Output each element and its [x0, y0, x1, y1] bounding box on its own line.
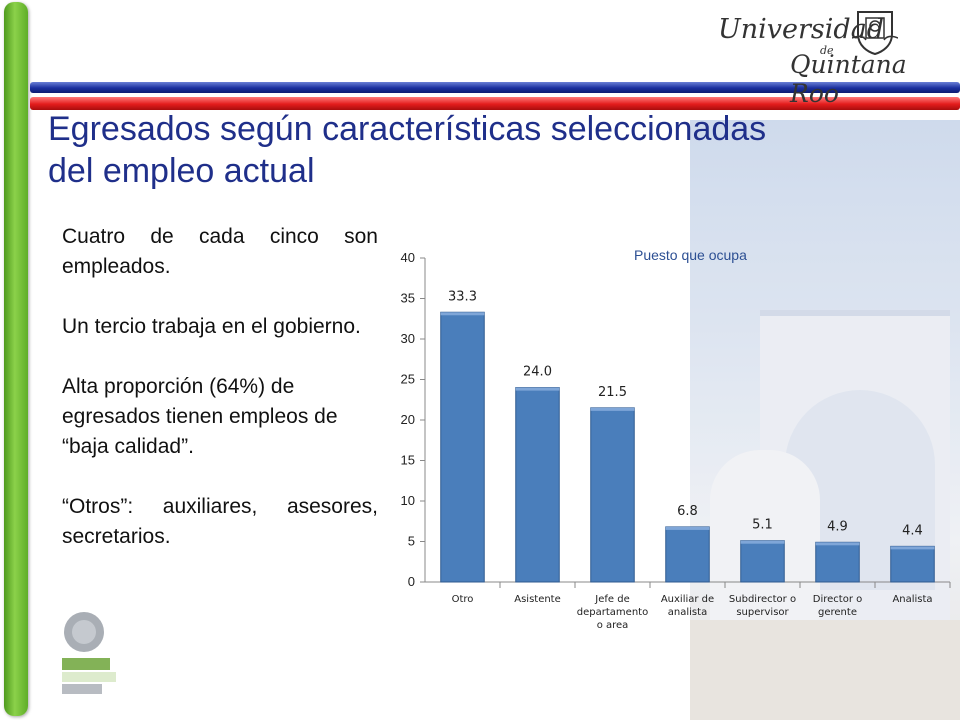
y-tick-label: 5 — [408, 534, 415, 549]
category-label: Auxiliar de analista — [661, 594, 714, 618]
chart-title: Puesto que ocupa — [634, 247, 747, 263]
category-label-line: Jefe de — [594, 594, 629, 605]
bar — [515, 387, 560, 583]
campus-photo-backdrop — [690, 120, 960, 720]
bar-highlight — [590, 407, 635, 411]
page-title-line1: Egresados según características seleccio… — [48, 110, 767, 148]
bar-highlight — [515, 387, 560, 391]
category-label: Otro — [452, 594, 474, 605]
bar — [740, 540, 785, 583]
bar-value-label: 6.8 — [677, 504, 698, 519]
category-label: Director o gerente — [813, 594, 862, 618]
university-seal-icon — [852, 11, 898, 56]
bar-value-label: 5.1 — [752, 518, 773, 533]
category-label-line: Director o — [813, 594, 862, 605]
y-tick-label: 35 — [401, 291, 415, 306]
category-label-line: supervisor — [736, 607, 789, 618]
category-label: Analista — [892, 594, 932, 605]
bar — [665, 526, 710, 583]
y-tick-label: 15 — [401, 453, 415, 468]
bar-highlight — [665, 526, 710, 530]
category-label-line: Analista — [892, 594, 932, 605]
category-label-line: o area — [597, 620, 629, 631]
bar-highlight — [890, 546, 935, 550]
red-header-line — [30, 97, 960, 110]
bar-value-label: 33.3 — [448, 289, 477, 304]
y-tick-label: 30 — [401, 331, 415, 346]
ground-shape — [690, 620, 960, 720]
green-side-bar — [4, 2, 28, 716]
category-label: Asistente — [514, 594, 561, 605]
bar — [440, 311, 485, 583]
bar-highlight — [440, 312, 485, 316]
bar — [815, 541, 860, 583]
category-label-line: gerente — [818, 607, 857, 618]
bar-value-label: 4.9 — [827, 519, 848, 534]
y-tick-label: 40 — [401, 250, 415, 265]
bar-value-label: 21.5 — [598, 385, 627, 400]
category-label-line: Asistente — [514, 594, 561, 605]
category-label-line: Otro — [452, 594, 474, 605]
bar-value-label: 4.4 — [902, 523, 923, 538]
university-logo: Universidad de Quintana Roo — [712, 6, 947, 108]
chart-puesto-que-ocupa: Puesto que ocupa 0 5 10 15 20 25 30 35 40 33.3 Otr… — [380, 240, 960, 650]
summary-text: Cuatro de cada cinco son empleados. Un t… — [62, 222, 378, 552]
category-label-line: analista — [668, 607, 707, 618]
category-label-line: Auxiliar de — [661, 594, 714, 605]
y-tick-label: 0 — [408, 574, 415, 589]
logo-word-quintana-roo: Quintana Roo — [790, 50, 907, 108]
summary-paragraph-4: “Otros”: auxiliares, asesores, secretari… — [62, 495, 378, 548]
page-title: Egresados según características seleccio… — [48, 108, 908, 192]
y-tick-label: 25 — [401, 372, 415, 387]
bar — [590, 407, 635, 583]
page-title-line2: del empleo actual — [48, 152, 315, 190]
bar-highlight — [815, 542, 860, 546]
logo-word-universidad: Universidad — [718, 14, 885, 45]
category-label-line: Subdirector o — [729, 594, 796, 605]
bar-value-label: 24.0 — [523, 365, 552, 380]
dome-shape — [710, 450, 820, 620]
blue-header-line — [30, 82, 960, 93]
bar-highlight — [740, 540, 785, 544]
category-label: Jefe de departamento o area — [577, 594, 648, 631]
y-tick-label: 20 — [401, 412, 415, 427]
summary-paragraph-2: Un tercio trabaja en el gobierno. — [62, 315, 361, 338]
category-label-line: departamento — [577, 607, 648, 618]
y-tick-label: 10 — [401, 493, 415, 508]
logo-word-de: de — [820, 44, 834, 57]
bar — [890, 545, 935, 583]
mercados-logo-icon — [62, 612, 116, 694]
category-label: Subdirector o supervisor — [729, 594, 796, 618]
summary-paragraph-3: Alta proporción (64%) de egresados tiene… — [62, 375, 338, 458]
summary-paragraph-1: Cuatro de cada cinco son empleados. — [62, 225, 378, 278]
bar-chart: 0 5 10 15 20 25 30 35 40 33.3 Otro 24.0 Asistente 21.… — [401, 250, 951, 631]
